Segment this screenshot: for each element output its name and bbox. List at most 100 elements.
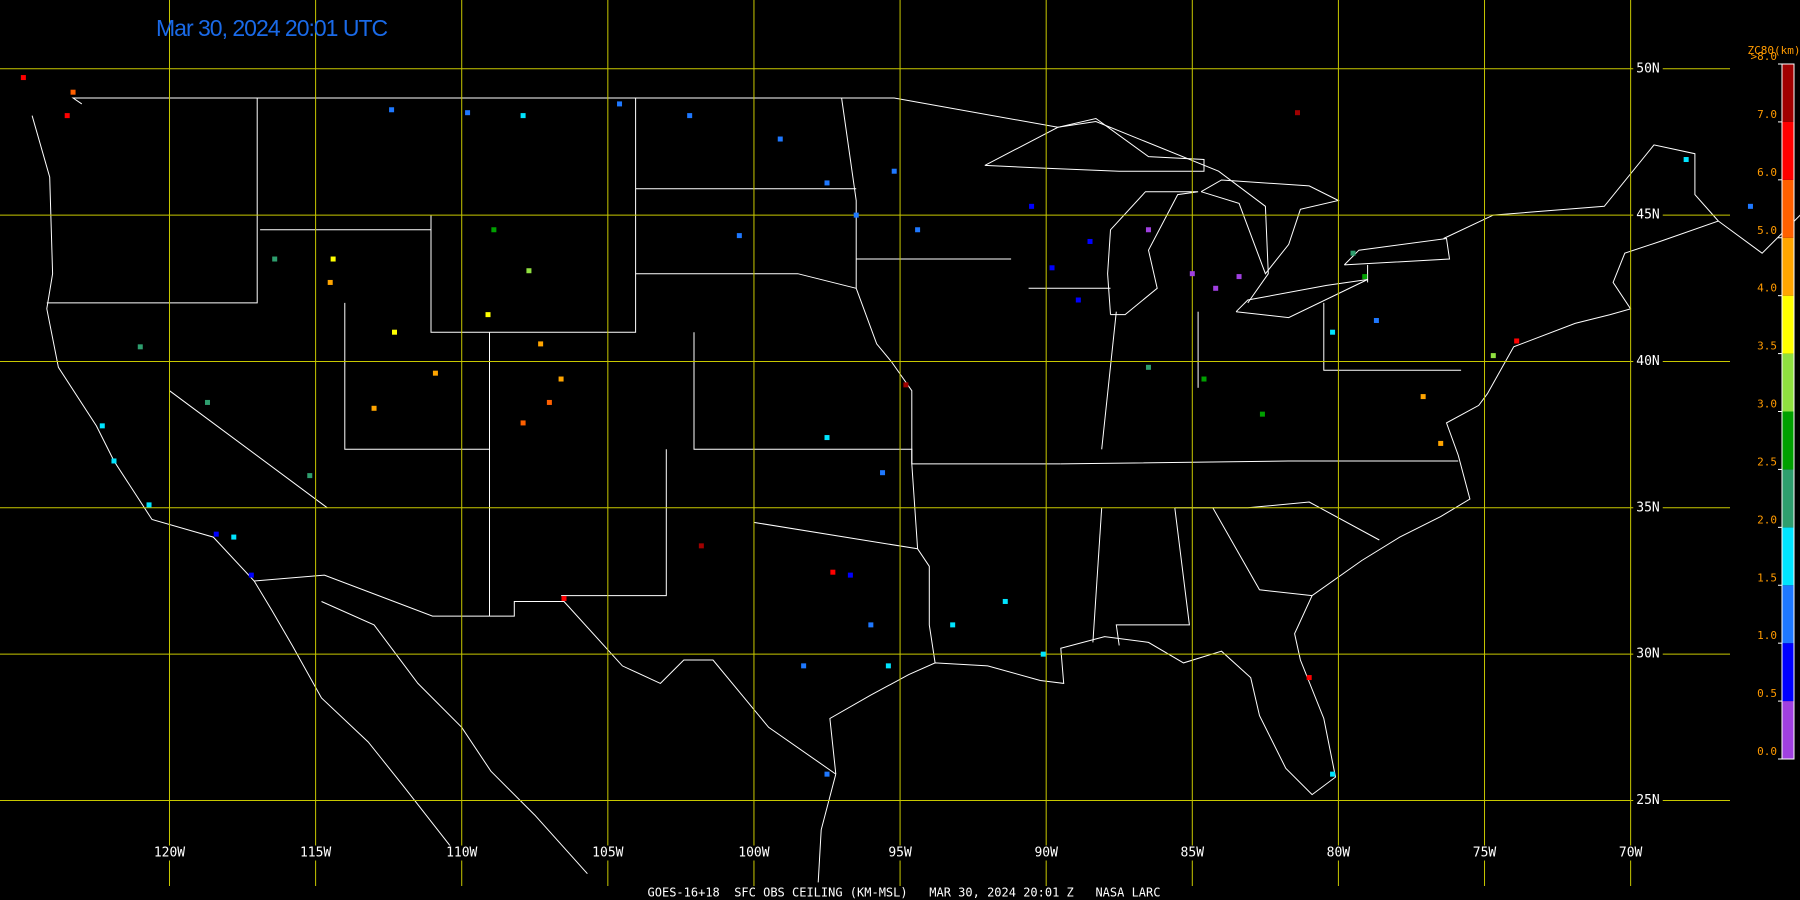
station (824, 771, 830, 777)
station (853, 212, 859, 218)
station (526, 268, 532, 274)
label-background (1633, 500, 1663, 516)
outline (817, 773, 837, 883)
label-background (1616, 845, 1645, 861)
outline (1323, 302, 1462, 371)
station (520, 113, 526, 119)
station (1490, 353, 1496, 359)
station (520, 420, 526, 426)
station (915, 227, 921, 233)
label-background (1032, 845, 1061, 861)
colorbar-band (1782, 527, 1794, 586)
label-background (1633, 646, 1663, 662)
outline (1092, 507, 1103, 643)
station (546, 399, 552, 405)
outline (254, 574, 837, 775)
colorbar: ZC80(km) 0.0 0.5 1.0 1.5 2.0 2.5 3.0 3.5 4.0 5.0 6.… (1748, 44, 1800, 760)
station (891, 168, 897, 174)
label-background (297, 845, 334, 861)
colorbar-label: 7.0 (1757, 108, 1777, 121)
station (204, 399, 210, 405)
station (777, 136, 783, 142)
station (111, 458, 117, 464)
colorbar-label: >8.0 (1751, 50, 1778, 63)
station (327, 279, 333, 285)
outline (1101, 311, 1117, 450)
station (389, 107, 395, 113)
label-background (1633, 61, 1663, 77)
colorbar-band (1782, 469, 1794, 528)
station (465, 110, 471, 116)
station (491, 227, 497, 233)
colorbar-title: ZC80(km) (1748, 44, 1800, 57)
colorbar-band (1782, 179, 1794, 238)
station (561, 596, 567, 602)
station (1514, 338, 1520, 344)
outline (1200, 179, 1340, 275)
station (1189, 271, 1195, 277)
latitude-label: 30N (1636, 647, 1659, 662)
latitude-label: 45N (1636, 208, 1659, 223)
outline (344, 302, 490, 450)
station (1087, 238, 1093, 244)
station (1295, 110, 1300, 116)
station (1002, 598, 1008, 604)
station (307, 473, 313, 479)
outline (561, 449, 667, 597)
longitude-label: 100W (738, 846, 769, 861)
station (1683, 157, 1689, 163)
station (432, 370, 438, 376)
colorbar-label: 2.0 (1757, 513, 1777, 526)
footer: GOES-16+18 SFC OBS CEILING (KM-MSL) MAR … (648, 886, 1161, 900)
colorbar-band (1782, 121, 1794, 180)
graticule: 50N 45N 40N 35N 30N 25N 120W 115W 110W 105W 100W 95… (0, 0, 1730, 886)
station (830, 569, 836, 575)
colorbar-band (1782, 411, 1794, 470)
longitude-label: 80W (1327, 846, 1351, 861)
station (1362, 274, 1368, 280)
colorbar-band (1782, 237, 1794, 296)
colorbar-band (1782, 643, 1794, 702)
label-background (151, 845, 188, 861)
longitude-label: 110W (446, 846, 477, 861)
map-title: Mar 30, 2024 20:01 UTC (156, 15, 388, 41)
latitude-label: 25N (1636, 793, 1659, 808)
label-background (1178, 845, 1207, 861)
station (1330, 329, 1336, 335)
colorbar-band (1782, 701, 1794, 759)
station (1236, 274, 1242, 280)
colorbar-band (1782, 295, 1794, 354)
outline (46, 98, 258, 304)
station (558, 376, 564, 382)
station (1330, 771, 1336, 777)
stations (20, 75, 1753, 777)
longitude-label: 120W (154, 846, 185, 861)
station (698, 543, 704, 549)
station (20, 75, 26, 81)
station (1145, 227, 1151, 233)
station (538, 341, 544, 347)
outline (1060, 460, 1459, 465)
station (950, 622, 956, 628)
station (824, 180, 830, 186)
station (248, 572, 254, 578)
colorbar-label: 3.0 (1757, 398, 1777, 411)
label-background (736, 845, 772, 861)
station (70, 89, 76, 95)
station (1350, 250, 1356, 256)
outline (1115, 507, 1190, 646)
station (1145, 364, 1151, 370)
label-background (1633, 207, 1663, 223)
station (847, 572, 853, 578)
station (99, 423, 105, 429)
station (736, 233, 742, 239)
longitude-label: 90W (1034, 846, 1058, 861)
outline (1235, 279, 1368, 319)
station (1420, 394, 1426, 400)
colorbar-label: 1.0 (1757, 629, 1777, 642)
longitude-label: 115W (300, 846, 331, 861)
label-background (1470, 845, 1499, 861)
station (392, 329, 398, 335)
